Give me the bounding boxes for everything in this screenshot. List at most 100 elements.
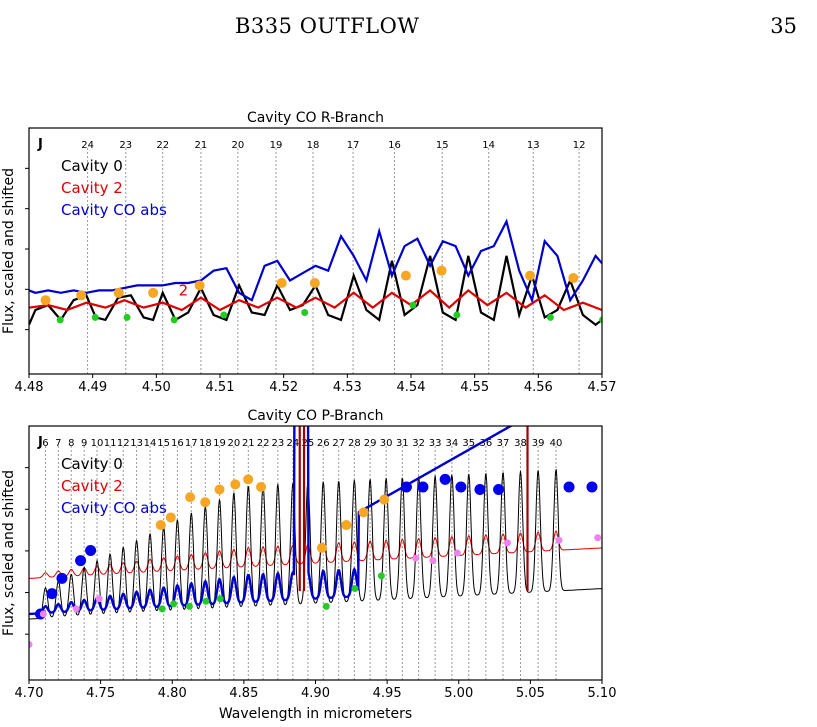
markers bbox=[29, 473, 602, 648]
orange-marker bbox=[525, 270, 536, 281]
x-tick-label: 4.75 bbox=[86, 686, 115, 701]
markers bbox=[40, 265, 602, 324]
violet-marker bbox=[412, 554, 420, 562]
orange-marker bbox=[309, 277, 320, 288]
series-line-cavity-co-abs bbox=[29, 218, 602, 304]
blue-marker bbox=[586, 481, 598, 493]
j-label: 40 bbox=[550, 438, 563, 449]
j-label: 21 bbox=[195, 140, 208, 151]
green-marker bbox=[56, 316, 64, 324]
legend-entry: Cavity 2 bbox=[61, 477, 123, 495]
j-label: 23 bbox=[271, 438, 284, 449]
j-label: 22 bbox=[156, 140, 169, 151]
blue-marker bbox=[85, 544, 97, 556]
x-tick-label: 4.85 bbox=[229, 686, 258, 701]
x-tick-label: 4.80 bbox=[158, 686, 187, 701]
j-label: 21 bbox=[242, 438, 255, 449]
orange-marker bbox=[341, 520, 352, 531]
x-tick-label: 4.51 bbox=[206, 380, 235, 395]
green-marker bbox=[322, 602, 330, 610]
orange-marker bbox=[214, 484, 225, 495]
legend-entry: Cavity 2 bbox=[61, 179, 123, 197]
orange-marker bbox=[436, 265, 447, 276]
data-layer bbox=[29, 218, 602, 327]
blue-marker bbox=[455, 481, 467, 493]
green-marker bbox=[202, 597, 210, 605]
orange-marker bbox=[165, 512, 176, 523]
blue-marker bbox=[46, 588, 58, 600]
j-label: 22 bbox=[257, 438, 270, 449]
j-marker: J bbox=[37, 137, 43, 152]
j-label: 12 bbox=[573, 140, 586, 151]
j-label: 20 bbox=[227, 438, 240, 449]
green-marker bbox=[91, 313, 99, 321]
j-label: 28 bbox=[348, 438, 361, 449]
x-tick-label: 4.56 bbox=[524, 380, 553, 395]
x-tick-label: 4.55 bbox=[460, 380, 489, 395]
series-line-cavity-0 bbox=[29, 255, 602, 327]
orange-marker bbox=[243, 474, 254, 485]
series-line-cavity-0 bbox=[29, 469, 602, 620]
violet-marker bbox=[453, 549, 461, 557]
blue-marker bbox=[400, 481, 412, 493]
green-marker bbox=[377, 572, 385, 580]
x-tick-label: 5.10 bbox=[588, 686, 617, 701]
blue-marker bbox=[417, 481, 429, 493]
legend: Cavity 0 Cavity 2 Cavity CO abs bbox=[61, 455, 167, 517]
orange-marker bbox=[358, 507, 369, 518]
j-label: 35 bbox=[462, 438, 475, 449]
j-label: 34 bbox=[446, 438, 459, 449]
x-tick-label: 4.57 bbox=[588, 380, 617, 395]
legend-entry: Cavity CO abs bbox=[61, 201, 167, 219]
j-label: 19 bbox=[270, 140, 283, 151]
j-marker: J bbox=[37, 435, 43, 450]
j-label: 8 bbox=[68, 438, 74, 449]
j-label: 6 bbox=[42, 438, 48, 449]
x-axis-label: Wavelength in micrometers bbox=[219, 706, 412, 722]
violet-marker bbox=[555, 536, 563, 544]
x-tick-label: 4.52 bbox=[269, 380, 298, 395]
legend: Cavity 0 Cavity 2 Cavity CO abs bbox=[61, 157, 167, 219]
green-marker bbox=[216, 595, 224, 603]
page-header: B335 OUTFLOW 35 bbox=[0, 14, 817, 44]
x-tick-label: 4.70 bbox=[15, 686, 44, 701]
j-label: 15 bbox=[436, 140, 449, 151]
orange-marker bbox=[256, 481, 267, 492]
orange-marker bbox=[113, 287, 124, 298]
j-label: 37 bbox=[497, 438, 510, 449]
y-axis-label: Flux, scaled and shifted bbox=[1, 168, 17, 334]
violet-marker bbox=[594, 534, 602, 542]
x-tick-label: 4.53 bbox=[333, 380, 362, 395]
green-marker bbox=[170, 600, 178, 608]
orange-marker bbox=[148, 287, 159, 298]
j-label: 30 bbox=[380, 438, 393, 449]
x-tick-label: 4.49 bbox=[78, 380, 107, 395]
j-label: 31 bbox=[396, 438, 409, 449]
orange-marker bbox=[155, 520, 166, 531]
x-tick-label: 4.48 bbox=[15, 380, 44, 395]
orange-marker bbox=[400, 270, 411, 281]
green-marker bbox=[409, 301, 417, 309]
j-label: 26 bbox=[317, 438, 330, 449]
j-label: 17 bbox=[185, 438, 198, 449]
j-label: 10 bbox=[91, 438, 104, 449]
j-label: 7 bbox=[55, 438, 61, 449]
orange-marker bbox=[568, 273, 579, 284]
legend-entry: Cavity 0 bbox=[61, 157, 123, 175]
orange-marker bbox=[379, 494, 390, 505]
x-tick-label: 5.00 bbox=[444, 686, 473, 701]
legend-entry: Cavity CO abs bbox=[61, 499, 167, 517]
violet-marker bbox=[95, 595, 103, 603]
green-marker bbox=[301, 309, 309, 316]
green-marker bbox=[185, 602, 193, 610]
y-axis-label: Flux, scaled and shifted bbox=[1, 470, 17, 636]
j-label: 23 bbox=[119, 140, 132, 151]
j-label: 14 bbox=[144, 438, 157, 449]
orange-marker bbox=[194, 280, 205, 291]
violet-marker bbox=[429, 557, 437, 565]
j-label: 33 bbox=[429, 438, 442, 449]
j-label: 39 bbox=[532, 438, 545, 449]
green-marker bbox=[220, 311, 228, 319]
violet-marker bbox=[503, 539, 511, 547]
j-label: 15 bbox=[157, 438, 170, 449]
